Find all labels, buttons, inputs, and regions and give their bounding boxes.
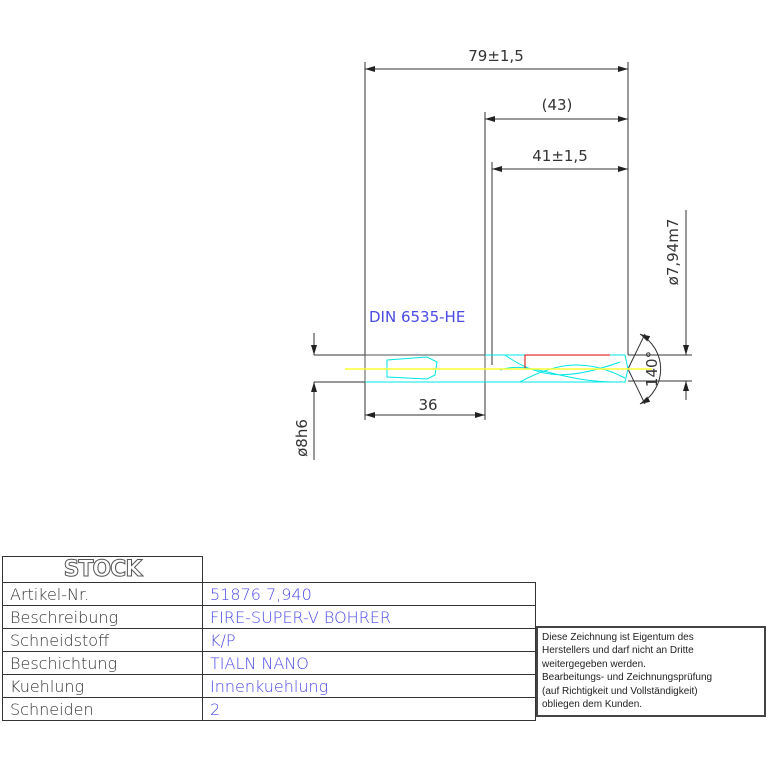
dim-shank-length: 36 [418, 396, 437, 414]
table-row: Artikel-Nr. 51876 7,940 [2, 582, 536, 606]
dim-shank-diameter: ø8h6 [293, 419, 311, 457]
drill [345, 354, 652, 383]
angle-arc [639, 333, 662, 405]
table-row: Beschreibung FIRE-SUPER-V BOHRER [2, 605, 536, 629]
title-block: STOCK Artikel-Nr. 51876 7,940 Beschreibun… [2, 556, 536, 721]
dimension-lines [311, 62, 692, 460]
dim-flute-ref: (43) [542, 96, 573, 114]
table-row: Schneiden 2 [2, 697, 536, 721]
standard-label: DIN 6535-HE [369, 308, 465, 326]
table-row: Kuehlung Innenkuehlung [2, 674, 536, 698]
table-row: Schneidstoff K/P [2, 628, 536, 652]
table-row: Beschichtung TIALN NANO [2, 651, 536, 675]
dim-flute: 41±1,5 [532, 147, 588, 165]
ownership-note: Diese Zeichnung ist Eigentum des Herstel… [536, 626, 766, 717]
point-angle: 140° [643, 351, 661, 387]
logo: STOCK [63, 557, 143, 583]
dim-total: 79±1,5 [468, 47, 524, 65]
dim-diameter: ø7,94m7 [664, 219, 682, 286]
